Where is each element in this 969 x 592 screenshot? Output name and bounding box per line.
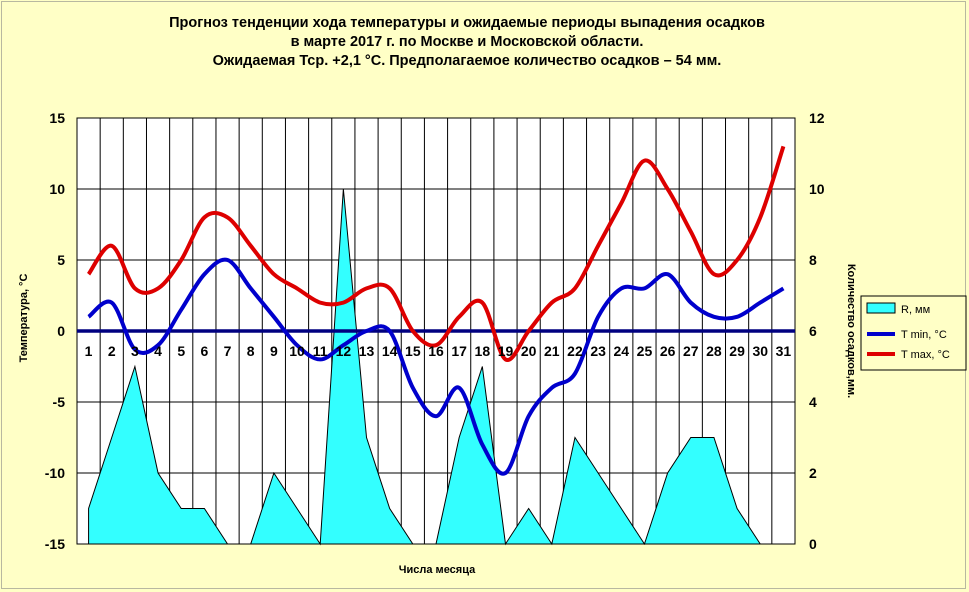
legend-swatch-precipitation [866,302,896,314]
x-tick-label: 31 [776,343,792,359]
y-tick-label-right: 6 [809,323,817,339]
y-tick-label-right: 12 [809,110,825,126]
legend-label-tmax: T max, °С [901,349,950,361]
x-tick-label: 17 [451,343,467,359]
x-tick-label: 29 [729,343,745,359]
chart-title-line-3: Ожидаемая Тср. +2,1 °С. Предполагаемое к… [212,53,722,69]
y-axis-label-right: Количество осадков,мм. [845,264,857,398]
y-tick-label-right: 8 [809,252,817,268]
series-area-precipitation [88,188,784,546]
x-tick-label: 18 [475,343,491,359]
x-tick-label: 20 [521,343,537,359]
x-tick-label: 12 [336,343,352,359]
y-tick-label-left: 10 [49,181,65,197]
legend-label-precipitation: R, мм [901,304,930,316]
y-tick-label-right: 2 [809,465,817,481]
x-tick-label: 2 [108,343,116,359]
y-tick-label-left: 0 [57,323,65,339]
y-tick-label-left: 15 [49,110,65,126]
x-tick-label: 25 [637,343,653,359]
y-tick-label-left: -10 [45,465,65,481]
legend-label-tmin: T min, °С [901,329,947,341]
x-tick-label: 3 [131,343,139,359]
y-tick-label-left: 5 [57,252,65,268]
y-tick-label-left: -15 [45,536,65,552]
y-tick-label-right: 4 [809,394,817,410]
chart-title-line-2: в марте 2017 г. по Москве и Московской о… [290,34,644,50]
x-tick-label: 24 [614,343,630,359]
chart-title-line-1: Прогноз тенденции хода температуры и ожи… [169,15,765,31]
x-tick-label: 22 [567,343,583,359]
x-tick-label: 10 [289,343,305,359]
y-axis-label-left: Температура, °С [18,274,30,363]
x-axis-label: Числа месяца [399,564,476,576]
x-tick-label: 8 [247,343,255,359]
y-tick-label-right: 0 [809,536,817,552]
x-tick-label: 1 [85,343,93,359]
x-tick-label: 19 [498,343,514,359]
y-tick-label-left: -5 [53,394,66,410]
x-tick-label: 26 [660,343,676,359]
x-tick-label: 13 [359,343,375,359]
x-tick-label: 30 [752,343,768,359]
x-tick-label: 4 [154,343,162,359]
x-tick-label: 6 [200,343,208,359]
x-tick-label: 15 [405,343,421,359]
x-tick-label: 16 [428,343,444,359]
x-tick-label: 9 [270,343,278,359]
x-tick-label: 23 [590,343,606,359]
x-tick-label: 14 [382,343,398,359]
x-tick-label: 5 [177,343,185,359]
x-tick-label: 28 [706,343,722,359]
x-tick-label: 7 [224,343,232,359]
x-tick-label: 21 [544,343,560,359]
series-line-tmin [87,257,785,476]
series-line-tmax [86,145,786,362]
y-tick-label-right: 10 [809,181,825,197]
x-tick-label: 27 [683,343,699,359]
x-tick-label: 11 [313,343,328,359]
